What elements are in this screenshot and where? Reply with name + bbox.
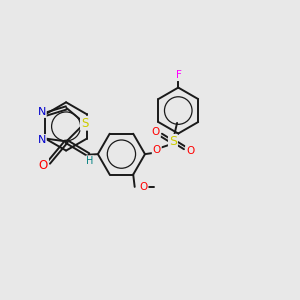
Text: O: O (39, 158, 48, 172)
Text: H: H (86, 156, 94, 166)
Text: O: O (153, 145, 161, 155)
Text: O: O (186, 146, 194, 156)
Text: S: S (81, 117, 88, 130)
Text: F: F (176, 70, 182, 80)
Text: N: N (38, 135, 46, 145)
Text: S: S (169, 135, 177, 148)
Text: O: O (152, 127, 160, 137)
Text: O: O (140, 182, 148, 192)
Text: N: N (38, 107, 46, 117)
